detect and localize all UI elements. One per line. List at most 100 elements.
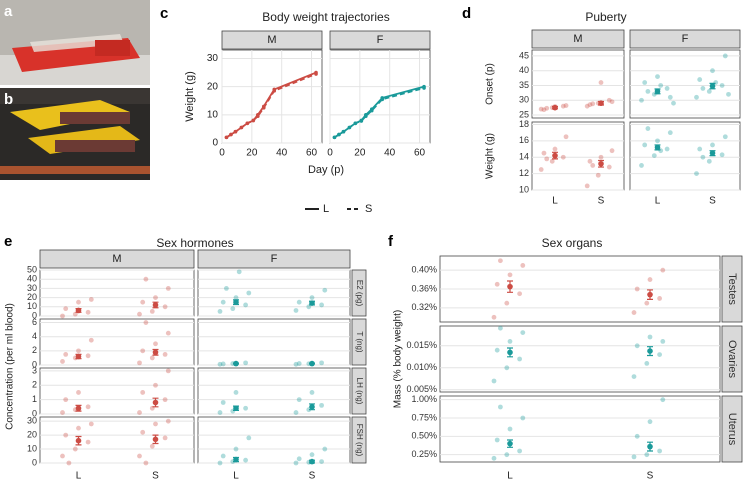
data-point <box>644 452 650 458</box>
y-tick-label: 16 <box>519 135 529 145</box>
data-point <box>319 402 324 408</box>
data-point <box>590 101 596 107</box>
data-point <box>657 448 662 454</box>
data-point <box>149 443 155 449</box>
data-point <box>246 290 252 296</box>
data-point <box>140 429 146 435</box>
data-point <box>143 276 149 282</box>
data-point <box>63 432 69 438</box>
row-strip <box>721 395 743 463</box>
point <box>341 129 346 134</box>
x-tick-label: 60 <box>414 148 426 159</box>
data-point <box>137 360 142 366</box>
data-point <box>644 300 650 306</box>
data-point <box>491 455 497 461</box>
y-axis-label: Concentration (per ml blood) <box>5 303 16 430</box>
data-point <box>538 167 544 172</box>
y-tick-label: 0 <box>32 457 37 467</box>
point <box>353 121 358 126</box>
data-point <box>498 258 503 264</box>
row-strip <box>721 255 743 323</box>
x-tick-label: S <box>647 471 654 482</box>
point <box>380 97 385 102</box>
plot-area <box>39 416 195 464</box>
point <box>239 125 244 130</box>
plot-area <box>531 49 625 119</box>
mean-point <box>309 404 315 410</box>
mean-point <box>309 458 315 465</box>
data-point <box>606 164 612 170</box>
mean-point <box>654 88 661 95</box>
y-tick-label: 1.00% <box>411 394 437 404</box>
data-point <box>647 277 653 282</box>
data-point <box>140 348 146 354</box>
mean-point <box>552 152 558 159</box>
x-tick-label: 0 <box>219 148 225 159</box>
data-point <box>658 83 664 88</box>
y-tick-label: 40 <box>27 274 37 284</box>
data-point <box>645 88 651 94</box>
data-point <box>140 299 146 305</box>
data-point <box>498 404 503 410</box>
data-point <box>631 454 637 460</box>
data-point <box>655 138 660 144</box>
data-point <box>165 286 171 291</box>
facet-strip <box>197 249 351 269</box>
y-tick-label: 40 <box>519 65 529 75</box>
x-tick-label: L <box>507 471 513 482</box>
data-point <box>217 361 223 367</box>
data-point <box>143 320 149 325</box>
data-point <box>541 107 547 113</box>
data-point <box>88 337 94 343</box>
data-point <box>609 99 615 105</box>
data-point <box>507 339 513 344</box>
point <box>347 125 352 130</box>
data-point <box>217 309 223 314</box>
data-point <box>660 397 666 403</box>
data-point <box>319 459 324 465</box>
chart-title: Sex hormones <box>156 236 233 250</box>
data-point <box>667 130 673 136</box>
row-label: Testes <box>726 273 738 305</box>
data-point <box>694 94 699 100</box>
data-point <box>494 347 500 353</box>
point <box>364 114 368 119</box>
data-point <box>584 103 590 109</box>
facet-label: F <box>271 253 278 265</box>
mean-point <box>75 353 82 360</box>
data-point <box>544 105 550 111</box>
point <box>251 118 256 123</box>
y-tick-label: 1 <box>32 394 37 404</box>
y-tick-label: 0.015% <box>406 340 437 350</box>
facet-label: M <box>267 34 276 46</box>
x-axis-label: Day (p) <box>308 164 344 176</box>
data-point <box>587 102 593 108</box>
series-line <box>225 73 317 139</box>
data-point <box>584 183 590 189</box>
data-point <box>220 361 226 367</box>
y-tick-label: 0 <box>32 359 37 369</box>
data-point <box>722 53 728 59</box>
x-tick-label: 40 <box>384 148 396 159</box>
panel-label: b <box>4 91 13 108</box>
y-tick-label: 0 <box>32 310 37 320</box>
data-point <box>664 86 670 91</box>
data-point <box>694 171 699 177</box>
x-tick-label: 40 <box>276 148 288 159</box>
data-point <box>293 361 299 367</box>
data-point <box>60 453 65 459</box>
data-point <box>165 418 171 424</box>
y-tick-label: 0.32% <box>411 302 437 312</box>
y-tick-label: 10 <box>27 301 37 311</box>
y-tick-label: 0.25% <box>411 449 437 459</box>
data-point <box>319 302 324 308</box>
photo-a <box>0 0 150 85</box>
data-point <box>76 425 81 431</box>
chart-title: Puberty <box>585 10 626 24</box>
data-point <box>719 83 725 88</box>
data-point <box>631 374 637 379</box>
data-point <box>149 309 155 314</box>
mean-point <box>152 436 159 443</box>
data-point <box>76 390 81 395</box>
data-point <box>309 295 315 300</box>
